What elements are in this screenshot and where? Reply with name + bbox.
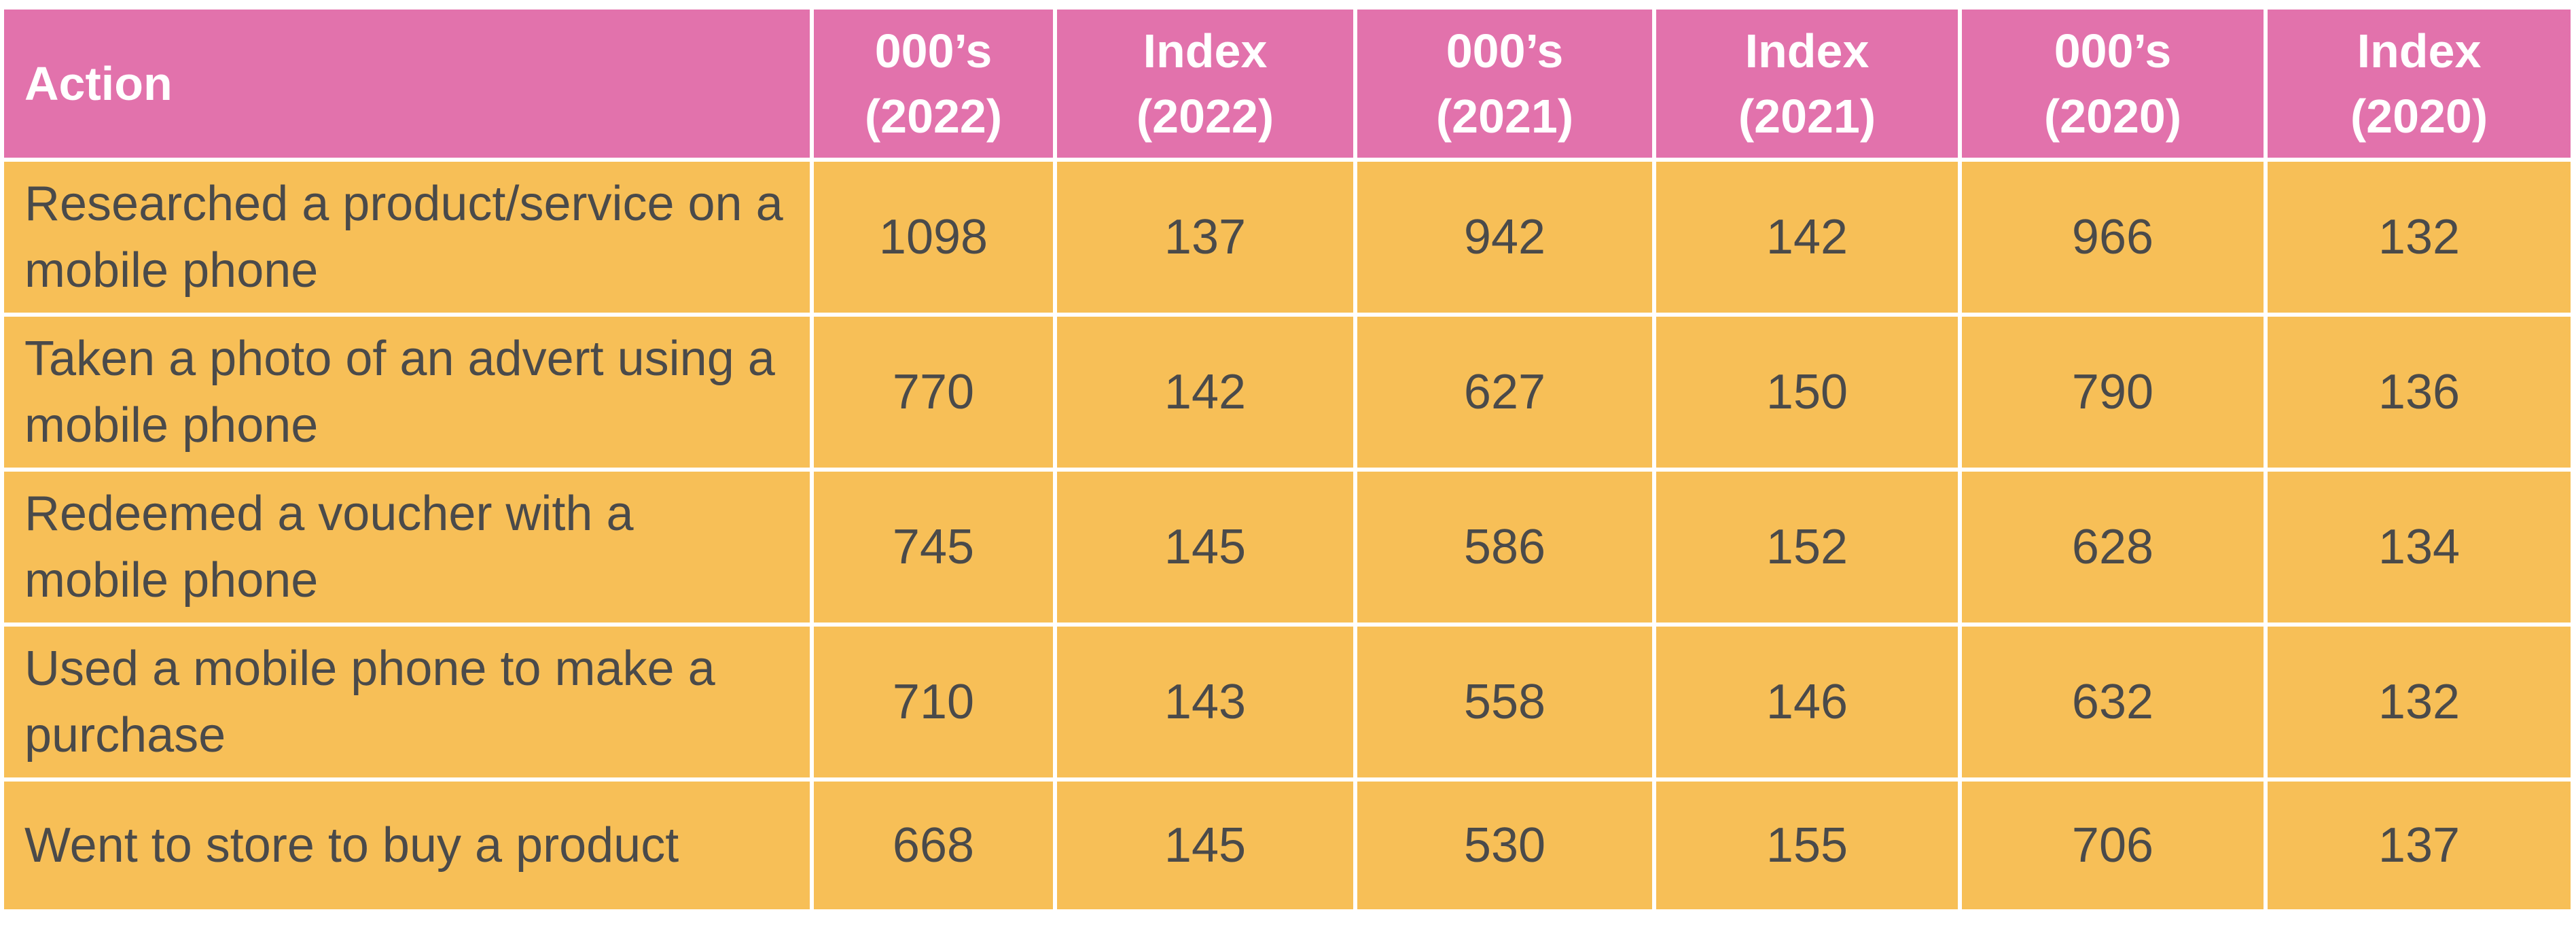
value-cell: 142 (1053, 313, 1357, 472)
header-cell: Index (2020) (2264, 5, 2575, 162)
value-cell: 1098 (810, 158, 1057, 317)
value-cell: 132 (2264, 158, 2575, 317)
value-cell: 770 (810, 313, 1057, 472)
table-body: Researched a product/service on a mobile… (0, 158, 2575, 913)
header-cell: 000’s (2020) (1958, 5, 2268, 162)
header-cell: Index (2022) (1053, 5, 1357, 162)
value-cell: 710 (810, 623, 1057, 782)
header-text: Index (2020) (2350, 24, 2488, 143)
table-row: Used a mobile phone to make a purchase 71… (0, 623, 2575, 782)
header-text: Index (2022) (1136, 24, 1274, 143)
value-cell: 155 (1652, 777, 1962, 913)
header-row: Action 000’s (2022) Index (2022) 000’s (202… (0, 5, 2575, 162)
value-cell: 558 (1353, 623, 1656, 782)
value-cell: 632 (1958, 623, 2268, 782)
table-row: Taken a photo of an advert using a mobil… (0, 313, 2575, 472)
value-cell: 145 (1053, 468, 1357, 627)
header-text: Index (2021) (1738, 24, 1876, 143)
value-cell: 132 (2264, 623, 2575, 782)
value-cell: 942 (1353, 158, 1656, 317)
header-text: Action (24, 57, 173, 110)
header-cell: Action (0, 5, 814, 162)
value-cell: 150 (1652, 313, 1962, 472)
header-cell: 000’s (2021) (1353, 5, 1656, 162)
value-cell: 152 (1652, 468, 1962, 627)
table-row: Researched a product/service on a mobile… (0, 158, 2575, 317)
value-cell: 146 (1652, 623, 1962, 782)
value-cell: 628 (1958, 468, 2268, 627)
action-cell: Taken a photo of an advert using a mobil… (0, 313, 814, 472)
header-cell: 000’s (2022) (810, 5, 1057, 162)
value-cell: 143 (1053, 623, 1357, 782)
action-cell: Redeemed a voucher with a mobile phone (0, 468, 814, 627)
header-text: 000’s (2022) (864, 24, 1003, 143)
value-cell: 586 (1353, 468, 1656, 627)
action-cell: Used a mobile phone to make a purchase (0, 623, 814, 782)
value-cell: 145 (1053, 777, 1357, 913)
value-cell: 627 (1353, 313, 1656, 472)
table-row: Redeemed a voucher with a mobile phone 74… (0, 468, 2575, 627)
value-cell: 668 (810, 777, 1057, 913)
value-cell: 137 (1053, 158, 1357, 317)
value-cell: 966 (1958, 158, 2268, 317)
value-cell: 706 (1958, 777, 2268, 913)
action-cell: Researched a product/service on a mobile… (0, 158, 814, 317)
value-cell: 137 (2264, 777, 2575, 913)
value-cell: 745 (810, 468, 1057, 627)
value-cell: 530 (1353, 777, 1656, 913)
header-text: 000’s (2021) (1435, 24, 1574, 143)
value-cell: 790 (1958, 313, 2268, 472)
table-row: Went to store to buy a product 668 145 530 1… (0, 777, 2575, 913)
value-cell: 136 (2264, 313, 2575, 472)
data-table: Action 000’s (2022) Index (2022) 000’s (202… (0, 5, 2575, 913)
header-text: 000’s (2020) (2043, 24, 2182, 143)
header-cell: Index (2021) (1652, 5, 1962, 162)
action-cell: Went to store to buy a product (0, 777, 814, 913)
value-cell: 142 (1652, 158, 1962, 317)
value-cell: 134 (2264, 468, 2575, 627)
